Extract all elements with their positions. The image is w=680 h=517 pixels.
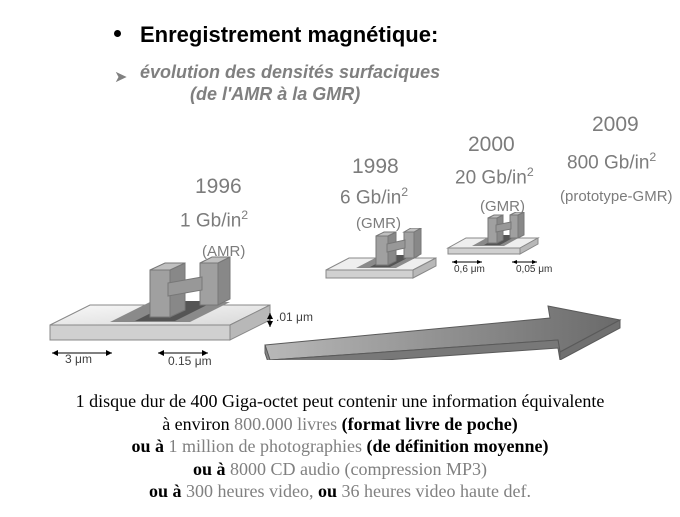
year-1998: 1998: [352, 155, 399, 179]
info-paragraph: 1 disque dur de 400 Giga-octet peut cont…: [0, 390, 680, 503]
evolution-arrow-icon: [260, 300, 640, 360]
density-val: 1 Gb/in: [180, 210, 241, 231]
dim-unit: μm: [195, 354, 212, 368]
slide-title: Enregistrement magnétique:: [140, 22, 438, 48]
dim-val: 0,05: [516, 264, 535, 275]
dim-unit: μm: [75, 352, 92, 366]
dim-w-2000: 0,6 μm: [454, 264, 485, 275]
t: ou à: [149, 481, 186, 501]
t: à environ: [162, 414, 234, 434]
density-1998: 6 Gb/in2: [340, 185, 408, 209]
t: 36 heures video haute def.: [342, 481, 531, 501]
para-line4: ou à 8000 CD audio (compression MP3): [0, 458, 680, 481]
para-line3: ou à 1 million de photographies (de défi…: [0, 435, 680, 458]
t: ou à: [193, 459, 230, 479]
dim-val: 0.15: [168, 354, 191, 368]
t: 1 million de photographies: [169, 436, 367, 456]
density-val: 800 Gb/in: [567, 152, 649, 173]
t: 800.000 livres: [234, 414, 342, 434]
t: 300 heures video,: [186, 481, 318, 501]
t: ou: [318, 481, 342, 501]
year-2009: 2009: [592, 113, 639, 137]
density-val: 20 Gb/in: [455, 167, 527, 188]
bullet-icon: [114, 30, 121, 37]
density-val: 6 Gb/in: [340, 187, 401, 208]
dim-val: 3: [65, 352, 72, 366]
dim-unit: μm: [538, 264, 552, 275]
dim-val: 0,6: [454, 264, 468, 275]
t: (format livre de poche): [342, 414, 518, 434]
para-line5: ou à 300 heures video, ou 36 heures vide…: [0, 480, 680, 503]
density-exp: 2: [527, 165, 534, 179]
subtitle-line2: (de l'AMR à la GMR): [190, 84, 360, 105]
dim-h-2000: 0,05 μm: [516, 264, 552, 275]
t: (de définition moyenne): [367, 436, 549, 456]
dim-h-1996: 0.15 μm: [168, 354, 212, 368]
para-line2: à environ 800.000 livres (format livre d…: [0, 413, 680, 436]
dim-unit: μm: [471, 264, 485, 275]
density-exp: 2: [401, 185, 408, 199]
t: 8000 CD audio (compression MP3): [230, 459, 487, 479]
chevron-icon: ➤: [114, 67, 127, 87]
year-2000: 2000: [468, 133, 515, 157]
tech-2009: (prototype-GMR): [560, 188, 673, 205]
density-exp: 2: [241, 208, 248, 222]
block-1998: [318, 228, 453, 298]
density-2009: 800 Gb/in2: [567, 150, 656, 174]
dim-w-1996: 3 μm: [65, 352, 92, 366]
year-1996: 1996: [195, 175, 242, 199]
t: ou à: [132, 436, 169, 456]
para-line1: 1 disque dur de 400 Giga-octet peut cont…: [0, 390, 680, 413]
density-1996: 1 Gb/in2: [180, 208, 248, 232]
slide: Enregistrement magnétique: ➤ évolution d…: [0, 0, 680, 517]
subtitle-line1: évolution des densités surfaciques: [140, 62, 440, 83]
density-exp: 2: [649, 150, 656, 164]
density-2000: 20 Gb/in2: [455, 165, 534, 189]
